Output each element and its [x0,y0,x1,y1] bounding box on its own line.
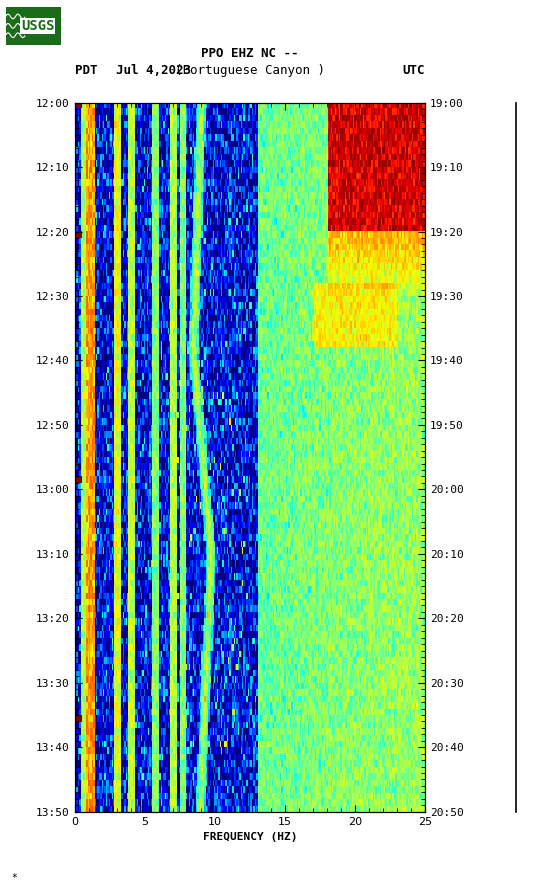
Text: *: * [11,873,17,883]
X-axis label: FREQUENCY (HZ): FREQUENCY (HZ) [203,832,297,842]
Text: USGS: USGS [21,19,54,33]
Text: PPO EHZ NC --: PPO EHZ NC -- [201,47,299,60]
Text: (Portuguese Canyon ): (Portuguese Canyon ) [175,64,325,77]
Text: Jul 4,2023: Jul 4,2023 [116,64,191,77]
Text: PDT: PDT [75,64,97,77]
Text: UTC: UTC [402,64,425,77]
